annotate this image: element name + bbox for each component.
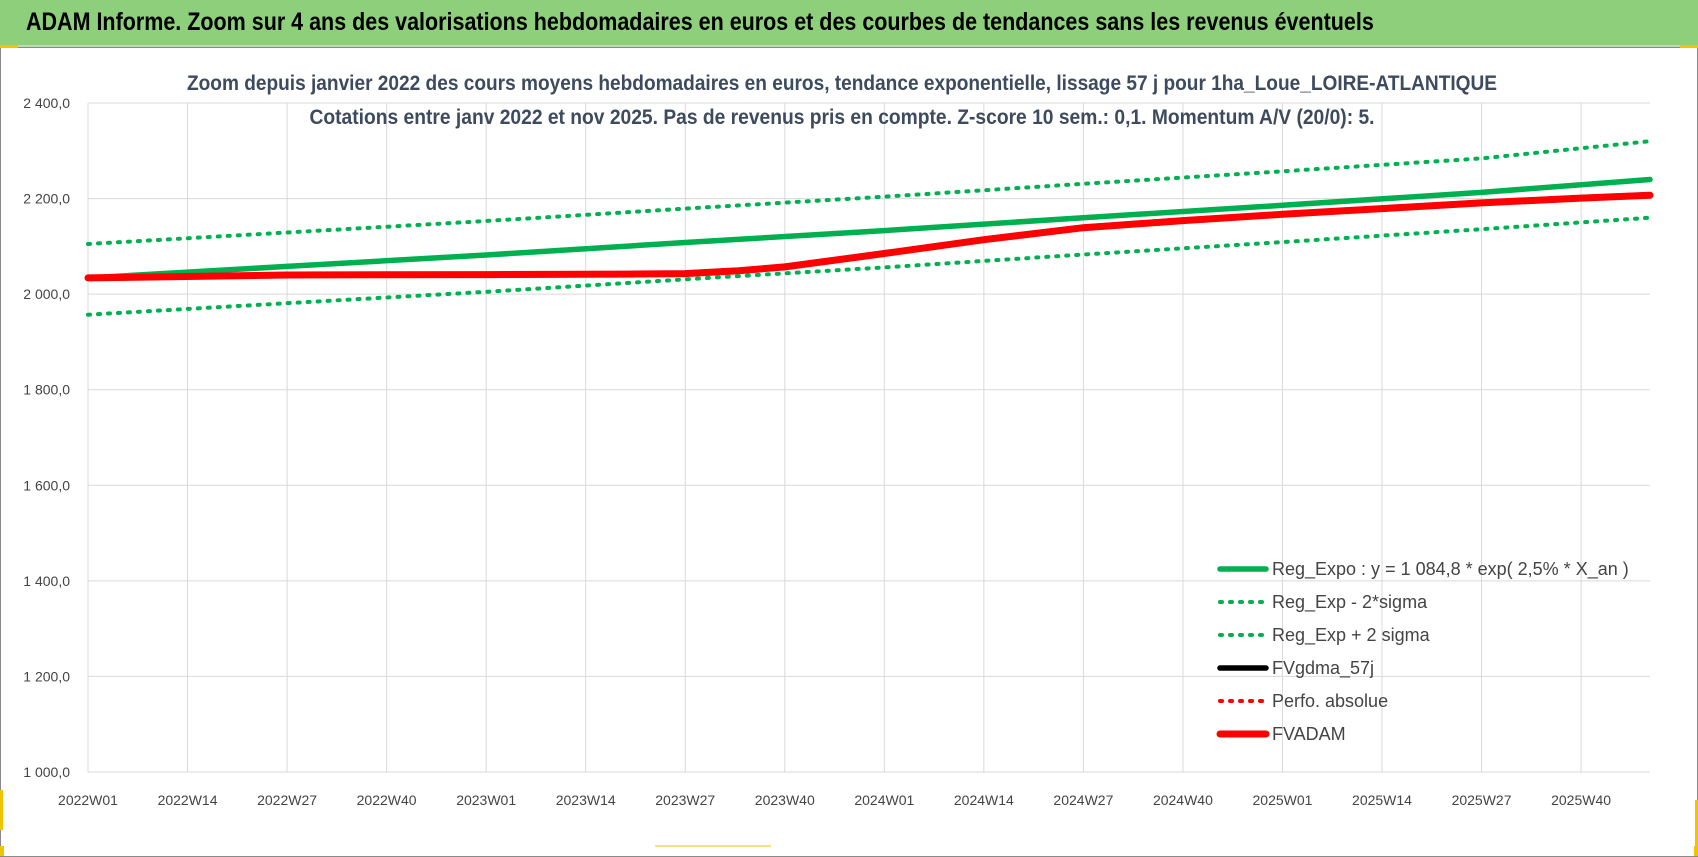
legend-label: Perfo. absolue [1272, 691, 1388, 711]
report-title: ADAM Informe. Zoom sur 4 ans des valoris… [26, 8, 1374, 36]
y-tick-label: 1 000,0 [23, 764, 70, 780]
x-tick-label: 2023W01 [456, 792, 516, 808]
chart-series [84, 139, 1654, 317]
x-tick-label: 2022W27 [257, 792, 317, 808]
chart-grid [87, 102, 1650, 773]
x-tick-label: 2023W40 [755, 792, 815, 808]
frame-handle-bottom[interactable] [655, 845, 771, 847]
x-tick-label: 2022W14 [158, 792, 218, 808]
x-tick-label: 2025W01 [1253, 792, 1313, 808]
legend-label: Reg_Exp - 2*sigma [1272, 592, 1428, 613]
series-line-2 [86, 215, 1652, 317]
y-tick-label: 2 400,0 [23, 95, 70, 111]
y-tick-label: 1 400,0 [23, 573, 70, 589]
y-tick-label: 1 800,0 [23, 382, 70, 398]
x-tick-label: 2025W40 [1551, 792, 1611, 808]
frame-handle-top-right[interactable] [1680, 45, 1698, 48]
x-tick-label: 2022W40 [357, 792, 417, 808]
x-tick-label: 2025W14 [1352, 792, 1412, 808]
legend-label: FVADAM [1272, 724, 1346, 744]
series-line-1 [85, 176, 1653, 281]
series-line-6 [84, 191, 1654, 282]
x-tick-label: 2024W14 [954, 792, 1014, 808]
chart-titles: Zoom depuis janvier 2022 des cours moyen… [187, 72, 1497, 129]
frame-handle-bottom-right[interactable] [1694, 846, 1698, 856]
series-line-3 [86, 139, 1652, 246]
x-tick-label: 2024W40 [1153, 792, 1213, 808]
frame-handle-top-left[interactable] [0, 45, 18, 48]
y-tick-label: 2 200,0 [23, 191, 70, 207]
x-tick-label: 2023W27 [655, 792, 715, 808]
y-tick-label: 1 200,0 [23, 668, 70, 684]
report-banner: ADAM Informe. Zoom sur 4 ans des valoris… [0, 0, 1698, 47]
x-tick-label: 2024W01 [854, 792, 914, 808]
x-tick-label: 2023W14 [556, 792, 616, 808]
y-tick-label: 2 000,0 [23, 286, 70, 302]
chart-subtitle: Cotations entre janv 2022 et nov 2025. P… [310, 106, 1375, 129]
x-tick-label: 2024W27 [1053, 792, 1113, 808]
y-tick-label: 1 600,0 [23, 477, 70, 493]
legend-label: Reg_Expo : y = 1 084,8 * exp( 2,5% * X_a… [1272, 559, 1629, 580]
x-tick-label: 2025W27 [1452, 792, 1512, 808]
chart-title: Zoom depuis janvier 2022 des cours moyen… [187, 72, 1497, 95]
y-axis-ticks: 1 000,0 1 200,0 1 400,0 1 600,0 1 800,0 2 000… [23, 95, 70, 780]
chart-legend: Reg_Expo : y = 1 084,8 * exp( 2,5% * X_a… [1216, 559, 1629, 744]
frame-handle-bottom-left[interactable] [0, 846, 4, 856]
x-axis-ticks: 2022W01 2022W14 2022W27 2022W40 2023W01 2023W… [58, 792, 1611, 808]
legend-label: Reg_Exp + 2 sigma [1272, 625, 1431, 646]
legend-label: FVgdma_57j [1272, 658, 1374, 679]
x-tick-label: 2022W01 [58, 792, 118, 808]
frame-handle-left[interactable] [0, 790, 3, 830]
frame-handle-right[interactable] [1695, 800, 1698, 846]
